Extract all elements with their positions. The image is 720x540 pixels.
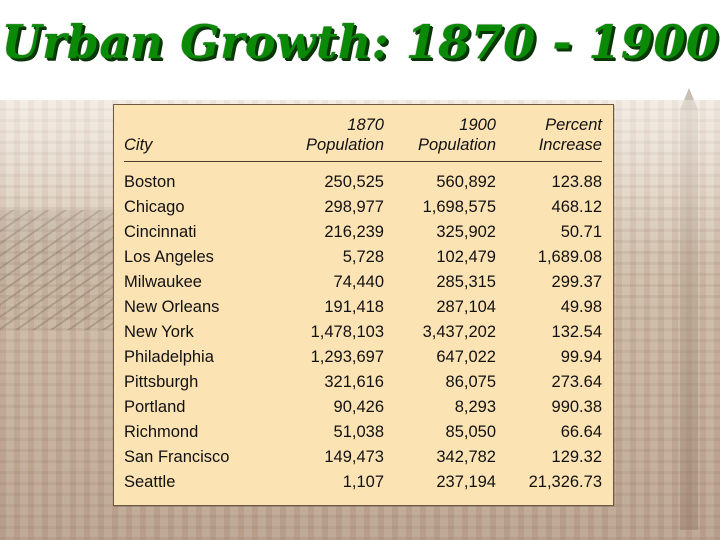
header-spacer: [124, 162, 602, 171]
table-row: Cincinnati 216,239 325,902 50.71: [124, 220, 602, 245]
cell-percent-increase: 66.64: [560, 423, 602, 441]
cell-1870-population: 149,473: [324, 448, 384, 466]
cell-1900-population: 3,437,202: [422, 323, 496, 341]
cell-1870-population: 1,478,103: [310, 323, 384, 341]
column-header-1870-line1: 1870: [347, 116, 384, 134]
cell-percent-increase: 49.98: [560, 298, 602, 316]
cell-city: Boston: [124, 173, 176, 191]
table-row: Portland 90,426 8,293 990.38: [124, 395, 602, 420]
cell-city: Los Angeles: [124, 248, 214, 266]
table-row: Boston 250,525 560,892 123.88: [124, 170, 602, 195]
cell-1870-population: 1,293,697: [310, 348, 384, 366]
cell-1900-population: 1,698,575: [422, 198, 496, 216]
cell-1870-population: 250,525: [324, 173, 384, 191]
table-row: Chicago 298,977 1,698,575 468.12: [124, 195, 602, 220]
cell-city: Philadelphia: [124, 348, 214, 366]
cell-percent-increase: 99.94: [560, 348, 602, 366]
cell-1870-population: 5,728: [342, 248, 384, 266]
cell-percent-increase: 132.54: [551, 323, 602, 341]
table-row: San Francisco 149,473 342,782 129.32: [124, 445, 602, 470]
cell-city: Richmond: [124, 423, 199, 441]
cell-city: New Orleans: [124, 298, 220, 316]
population-table-panel: City 1870 Population 1900 Population Per…: [113, 104, 614, 506]
column-header-percent-line1: Percent: [545, 116, 602, 134]
cell-1900-population: 647,022: [436, 348, 496, 366]
column-header-percent-line2: Increase: [538, 136, 602, 154]
cell-1900-population: 8,293: [454, 398, 496, 416]
cell-city: Pittsburgh: [124, 373, 199, 391]
cell-1870-population: 298,977: [324, 198, 384, 216]
column-header-percent-increase: Percent Increase: [496, 115, 602, 162]
cell-1870-population: 191,418: [324, 298, 384, 316]
cell-percent-increase: 129.32: [551, 448, 602, 466]
cell-1900-population: 85,050: [445, 423, 496, 441]
table-row: Seattle 1,107 237,194 21,326.73: [124, 470, 602, 495]
cell-1870-population: 1,107: [342, 473, 384, 491]
cell-1900-population: 560,892: [436, 173, 496, 191]
column-header-1900-line1: 1900: [459, 116, 496, 134]
table-header-row: City 1870 Population 1900 Population Per…: [124, 115, 602, 162]
cell-percent-increase: 990.38: [551, 398, 602, 416]
cell-1900-population: 237,194: [436, 473, 496, 491]
table-row: Philadelphia 1,293,697 647,022 99.94: [124, 345, 602, 370]
cell-percent-increase: 299.37: [551, 273, 602, 291]
cell-1870-population: 74,440: [333, 273, 384, 291]
table-row: Pittsburgh 321,616 86,075 273.64: [124, 370, 602, 395]
cell-city: Cincinnati: [124, 223, 197, 241]
cell-1870-population: 51,038: [333, 423, 384, 441]
column-header-1900-population: 1900 Population: [384, 115, 496, 162]
cell-percent-increase: 1,689.08: [537, 248, 602, 266]
column-header-1870-line2: Population: [306, 136, 384, 154]
slide-title: Urban Growth: 1870 - 1900: [1, 15, 719, 69]
table-row: Milwaukee 74,440 285,315 299.37: [124, 270, 602, 295]
cell-percent-increase: 21,326.73: [528, 473, 602, 491]
cell-city: Milwaukee: [124, 273, 202, 291]
cell-1900-population: 325,902: [436, 223, 496, 241]
cell-city: New York: [124, 323, 194, 341]
cell-percent-increase: 50.71: [560, 223, 602, 241]
table-body: Boston 250,525 560,892 123.88 Chicago 29…: [124, 170, 602, 495]
cell-1870-population: 321,616: [324, 373, 384, 391]
cell-percent-increase: 468.12: [551, 198, 602, 216]
cell-city: San Francisco: [124, 448, 230, 466]
column-header-1870-population: 1870 Population: [276, 115, 384, 162]
cell-1900-population: 86,075: [445, 373, 496, 391]
population-table: City 1870 Population 1900 Population Per…: [124, 115, 602, 495]
column-header-city: City: [124, 115, 276, 162]
table-row: Los Angeles 5,728 102,479 1,689.08: [124, 245, 602, 270]
cell-1900-population: 102,479: [436, 248, 496, 266]
cell-1900-population: 287,104: [436, 298, 496, 316]
cell-1870-population: 216,239: [324, 223, 384, 241]
table-row: New York 1,478,103 3,437,202 132.54: [124, 320, 602, 345]
cell-1900-population: 342,782: [436, 448, 496, 466]
column-header-city-line2: City: [124, 136, 153, 154]
cell-1900-population: 285,315: [436, 273, 496, 291]
cell-city: Portland: [124, 398, 186, 416]
table-row: Richmond 51,038 85,050 66.64: [124, 420, 602, 445]
cell-1870-population: 90,426: [333, 398, 384, 416]
table-row: New Orleans 191,418 287,104 49.98: [124, 295, 602, 320]
cell-percent-increase: 123.88: [551, 173, 602, 191]
cell-percent-increase: 273.64: [551, 373, 602, 391]
cell-city: Seattle: [124, 473, 176, 491]
column-header-1900-line2: Population: [418, 136, 496, 154]
cell-city: Chicago: [124, 198, 185, 216]
